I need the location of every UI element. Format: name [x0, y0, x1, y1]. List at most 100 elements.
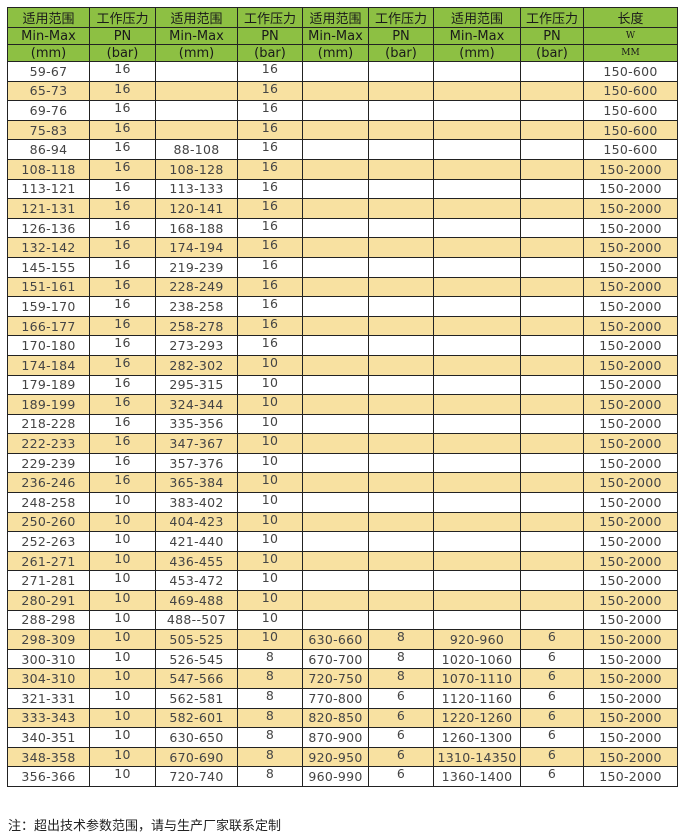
range-cell: 547-566 [155, 668, 238, 689]
pressure-cell: 8 [237, 727, 303, 748]
pressure-cell: 10 [237, 609, 303, 631]
pressure-cell: 16 [89, 61, 156, 82]
range-cell: 870-900 [302, 727, 369, 748]
pressure-cell: 6 [368, 688, 434, 709]
header-cell: (bar) [89, 44, 156, 62]
table-row: 145-155 16 219-239 16 150-2000 [7, 256, 678, 278]
pressure-cell: 16 [237, 237, 303, 258]
header-cell: 工作压力 [237, 7, 303, 28]
pressure-cell: 16 [89, 237, 156, 258]
range-cell [155, 61, 238, 82]
range-cell: 179-189 [7, 374, 90, 396]
range-cell [433, 119, 521, 141]
range-cell [433, 315, 521, 337]
pressure-cell: 10 [89, 609, 156, 631]
length-cell: 150-2000 [583, 609, 678, 631]
range-cell: 228-249 [155, 276, 238, 298]
length-cell: 150-2000 [583, 296, 678, 317]
range-cell: 229-239 [7, 452, 90, 474]
pressure-cell: 8 [368, 648, 434, 670]
header-cell: 适用范围 [302, 7, 369, 28]
range-cell: 333-343 [7, 707, 90, 729]
range-cell [433, 511, 521, 533]
pressure-cell [520, 354, 584, 376]
range-cell: 421-440 [155, 531, 238, 552]
header-cell: PN [237, 27, 303, 45]
pressure-cell [368, 276, 434, 298]
range-cell [302, 178, 369, 200]
pressure-cell: 6 [368, 727, 434, 748]
range-cell: 298-309 [7, 629, 90, 650]
pressure-cell [520, 511, 584, 533]
range-cell [433, 413, 521, 435]
pressure-cell [520, 100, 584, 121]
range-cell [302, 511, 369, 533]
pressure-cell [368, 217, 434, 239]
range-cell [302, 550, 369, 572]
pressure-cell: 6 [520, 707, 584, 729]
range-cell [302, 296, 369, 317]
pressure-cell: 10 [237, 374, 303, 396]
range-cell: 126-136 [7, 217, 90, 239]
range-cell: 218-228 [7, 413, 90, 435]
pressure-cell [520, 550, 584, 572]
range-cell: 488--507 [155, 609, 238, 631]
range-cell: 404-423 [155, 511, 238, 533]
pressure-cell: 10 [237, 629, 303, 650]
pressure-cell: 16 [89, 158, 156, 180]
pressure-cell [368, 492, 434, 513]
pressure-cell: 10 [89, 668, 156, 689]
range-cell: 168-188 [155, 217, 238, 239]
pressure-cell [368, 256, 434, 278]
pressure-cell: 10 [237, 452, 303, 474]
table-row: 300-310 10 526-545 8 670-700 8 1020-1060 6 150-2… [7, 648, 678, 670]
pressure-cell: 16 [89, 217, 156, 239]
range-cell [302, 237, 369, 258]
range-cell [433, 276, 521, 298]
table-row: 288-298 10 488--507 10 150-2000 [7, 609, 678, 631]
header-cell: 适用范围 [433, 7, 521, 28]
length-cell: 150-2000 [583, 452, 678, 474]
table-row: 151-161 16 228-249 16 150-2000 [7, 276, 678, 298]
length-cell: 150-600 [583, 119, 678, 141]
table-row: 340-351 10 630-650 8 870-900 6 1260-1300 6 150-2… [7, 727, 678, 748]
pressure-cell [368, 354, 434, 376]
header-cell: (mm) [433, 44, 521, 62]
pressure-cell [368, 570, 434, 592]
range-cell: 258-278 [155, 315, 238, 337]
length-cell: 150-2000 [583, 354, 678, 376]
pressure-cell: 16 [237, 158, 303, 180]
table-row: 250-260 10 404-423 10 150-2000 [7, 511, 678, 533]
range-cell [433, 335, 521, 356]
range-cell: 113-121 [7, 178, 90, 200]
header-row: 适用范围 工作压力 适用范围 工作压力 适用范围 工作压力 适用范围 工作压力 长度 [7, 7, 678, 28]
range-cell [433, 100, 521, 121]
table-row: 75-83 16 16 150-600 [7, 119, 678, 141]
header-cell: 工作压力 [89, 7, 156, 28]
pressure-cell: 10 [89, 531, 156, 552]
range-cell: 248-258 [7, 492, 90, 513]
range-cell [302, 100, 369, 121]
header-cell: PN [89, 27, 156, 45]
range-cell [302, 433, 369, 454]
pressure-cell: 10 [89, 688, 156, 709]
range-cell: 720-750 [302, 668, 369, 689]
range-cell: 960-990 [302, 766, 369, 787]
pressure-cell [368, 100, 434, 121]
header-cell: 长度 [583, 7, 678, 28]
range-cell [302, 452, 369, 474]
pressure-cell [368, 413, 434, 435]
pressure-cell [368, 119, 434, 141]
range-cell: 357-376 [155, 452, 238, 474]
header-cell: W [583, 27, 678, 45]
range-cell: 159-170 [7, 296, 90, 317]
range-cell: 174-184 [7, 354, 90, 376]
table-row: 229-239 16 357-376 10 150-2000 [7, 452, 678, 474]
pressure-cell: 10 [89, 746, 156, 768]
pressure-cell: 8 [237, 648, 303, 670]
pressure-cell: 10 [237, 394, 303, 415]
pressure-cell: 10 [89, 511, 156, 533]
pressure-cell: 16 [237, 178, 303, 200]
pressure-cell [520, 315, 584, 337]
pressure-cell: 6 [520, 766, 584, 787]
